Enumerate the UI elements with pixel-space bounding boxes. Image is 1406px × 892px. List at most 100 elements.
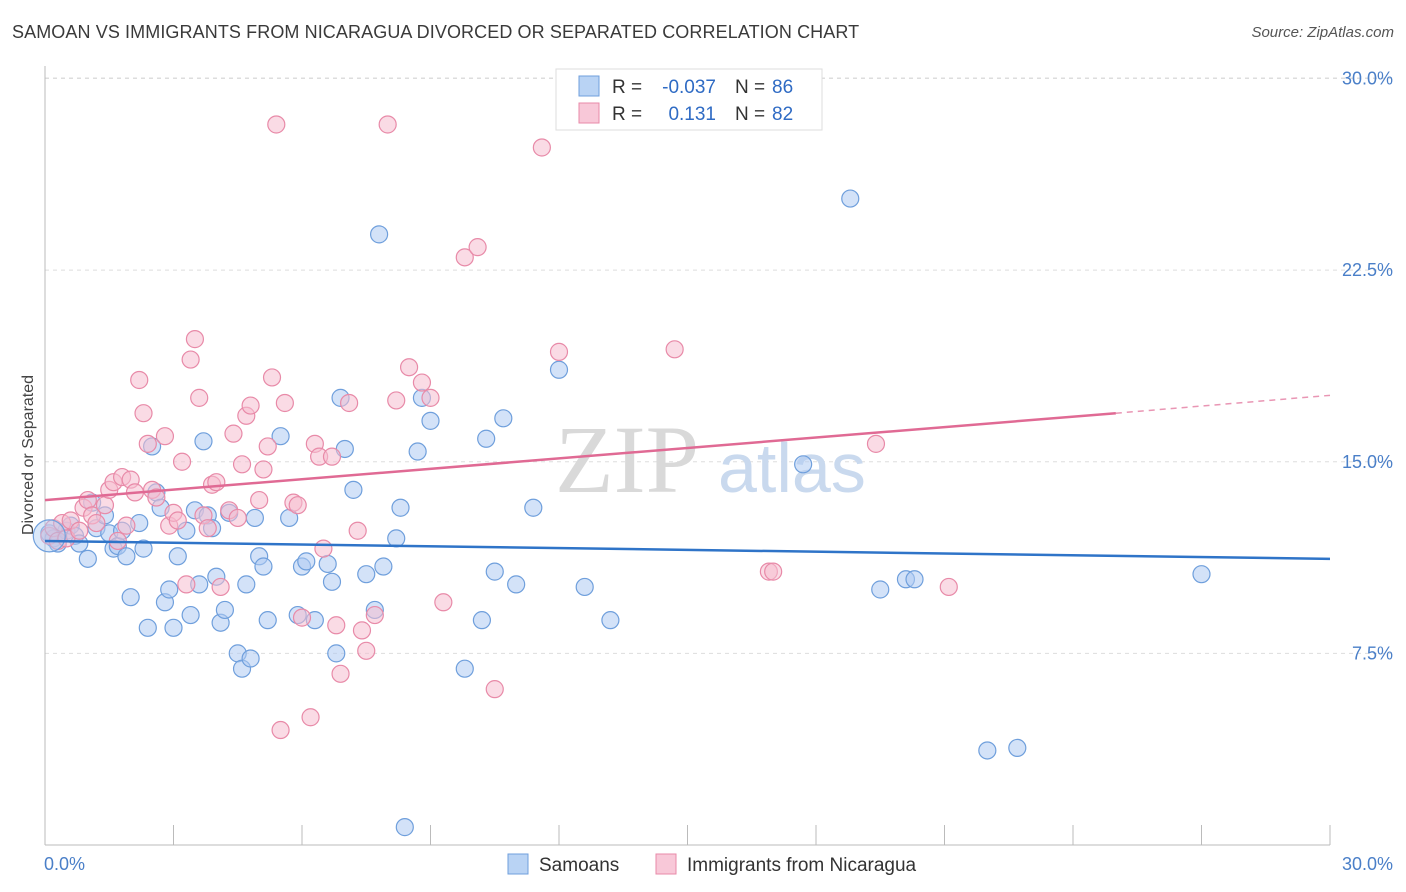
nicaragua-point bbox=[288, 496, 307, 515]
nicaragua-point bbox=[399, 358, 419, 377]
samoan-point bbox=[601, 611, 620, 630]
legend-n-label: N = bbox=[735, 77, 765, 98]
legend-n-value: 82 bbox=[772, 104, 793, 125]
samoan-point bbox=[215, 600, 234, 620]
nicaragua-point bbox=[314, 539, 333, 558]
grid-lines bbox=[45, 77, 1392, 654]
samoan-point bbox=[318, 554, 337, 574]
nicaragua-point bbox=[292, 608, 312, 627]
watermark-atlas: atlas bbox=[718, 429, 866, 507]
samoan-point bbox=[472, 611, 491, 630]
samoan-point bbox=[391, 498, 410, 517]
bottom-legend: Samoans Immigrants from Nicaragua bbox=[507, 853, 917, 876]
samoan-point bbox=[78, 549, 97, 568]
y-tick-label: 15.0% bbox=[1342, 452, 1393, 472]
nicaragua-point bbox=[254, 460, 273, 479]
nicaragua-point bbox=[181, 350, 200, 369]
nicaragua-point bbox=[485, 680, 504, 699]
samoan-point bbox=[871, 580, 890, 599]
nicaragua-point bbox=[939, 577, 958, 597]
nicaragua-point bbox=[250, 490, 269, 510]
bottom-legend-samoans: Samoans bbox=[539, 855, 619, 876]
nicaragua-point bbox=[340, 393, 359, 413]
nicaragua-point bbox=[95, 496, 115, 515]
legend-swatch-nicaragua bbox=[578, 102, 600, 124]
nicaragua-point bbox=[327, 616, 346, 635]
samoan-point bbox=[138, 618, 157, 637]
nicaragua-point bbox=[271, 720, 290, 740]
nicaragua-point bbox=[301, 708, 320, 727]
samoan-point bbox=[524, 498, 543, 517]
y-tick-label: 30.0% bbox=[1342, 69, 1393, 89]
nicaragua-point bbox=[138, 434, 157, 453]
y-tick-label: 7.5% bbox=[1352, 643, 1393, 663]
samoan-point bbox=[387, 529, 406, 548]
samoan-point bbox=[794, 455, 813, 474]
nicaragua-trend-line bbox=[44, 411, 1116, 502]
legend-r-value: 0.131 bbox=[668, 104, 716, 125]
samoan-point bbox=[477, 429, 496, 448]
nicaragua-point bbox=[224, 424, 243, 443]
samoan-point bbox=[408, 442, 427, 461]
samoan-point bbox=[494, 409, 513, 428]
nicaragua-point bbox=[185, 330, 205, 349]
nicaragua-point bbox=[387, 391, 406, 410]
nicaragua-point bbox=[421, 388, 440, 407]
nicaragua-point bbox=[322, 447, 342, 466]
x-tick-label: 30.0% bbox=[1342, 854, 1393, 874]
samoan-point bbox=[575, 577, 594, 597]
samoan-point bbox=[245, 508, 264, 528]
nicaragua-point bbox=[275, 393, 294, 413]
bottom-legend-nicaragua: Immigrants from Nicaragua bbox=[687, 855, 917, 876]
data-points bbox=[32, 115, 1211, 837]
nicaragua-point bbox=[172, 452, 192, 471]
samoan-point bbox=[485, 562, 504, 581]
chart-title: SAMOAN VS IMMIGRANTS FROM NICARAGUA DIVO… bbox=[12, 22, 860, 42]
samoan-point bbox=[168, 547, 187, 566]
samoan-point bbox=[374, 557, 393, 576]
nicaragua-point bbox=[352, 621, 372, 640]
samoan-point bbox=[121, 588, 140, 607]
samoan-point bbox=[549, 360, 569, 379]
y-tick-label: 22.5% bbox=[1342, 260, 1393, 280]
samoan-point bbox=[1008, 738, 1027, 758]
samoan-point bbox=[117, 547, 136, 566]
nicaragua-point bbox=[412, 373, 432, 392]
samoan-point bbox=[344, 480, 363, 499]
nicaragua-point bbox=[228, 508, 247, 528]
samoan-trend-line bbox=[44, 539, 1331, 561]
nicaragua-point bbox=[207, 473, 226, 492]
nicaragua-point bbox=[87, 513, 106, 533]
legend-r-label: R = bbox=[612, 77, 642, 98]
nicaragua-point bbox=[211, 577, 230, 597]
samoan-point bbox=[370, 225, 389, 244]
nicaragua-point bbox=[434, 593, 453, 612]
samoan-point bbox=[905, 570, 924, 589]
samoan-point bbox=[1192, 565, 1211, 584]
samoan-point bbox=[237, 575, 256, 594]
nicaragua-trend-extension bbox=[1115, 394, 1331, 414]
bottom-legend-swatch-samoans bbox=[507, 853, 529, 875]
axes bbox=[44, 66, 1331, 846]
samoan-point bbox=[32, 519, 66, 553]
nicaragua-point bbox=[177, 575, 196, 594]
watermark: ZIP atlas bbox=[555, 406, 866, 513]
legend-swatch-samoans bbox=[578, 75, 600, 97]
nicaragua-point bbox=[365, 605, 384, 625]
legend-box bbox=[555, 68, 823, 131]
nicaragua-point bbox=[130, 370, 149, 390]
nicaragua-point bbox=[70, 521, 89, 540]
nicaragua-point bbox=[331, 664, 350, 683]
tick-labels: 7.5% 15.0% 22.5% 30.0% 0.0% 30.0% bbox=[44, 69, 1393, 875]
nicaragua-point bbox=[134, 404, 153, 423]
nicaragua-point bbox=[190, 388, 209, 407]
samoan-point bbox=[297, 552, 316, 571]
samoan-point bbox=[507, 575, 526, 594]
samoan-point bbox=[395, 818, 414, 837]
nicaragua-point bbox=[232, 455, 252, 474]
nicaragua-point bbox=[258, 437, 277, 456]
nicaragua-point bbox=[267, 115, 286, 134]
samoan-point bbox=[357, 565, 376, 584]
nicaragua-point bbox=[455, 248, 474, 267]
